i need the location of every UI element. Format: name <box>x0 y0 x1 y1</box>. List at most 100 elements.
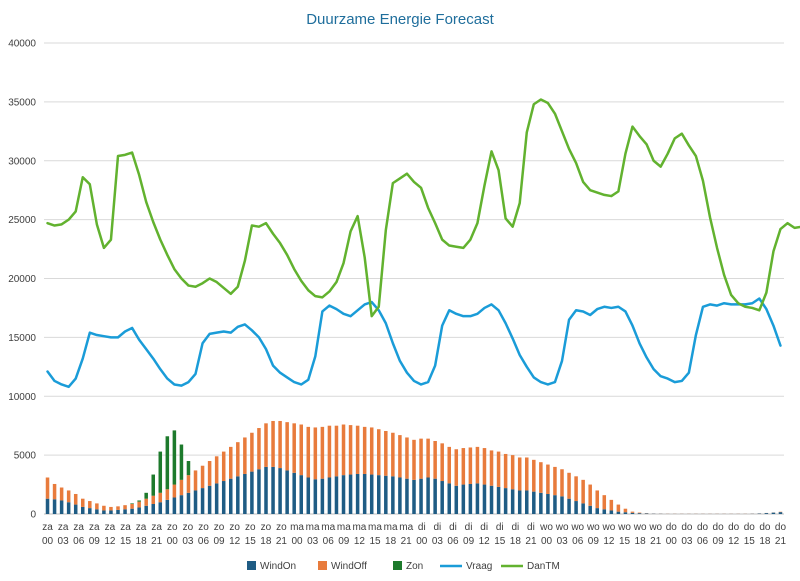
bar-windon-19 <box>179 495 184 514</box>
x-tick-hour-0: 00 <box>42 536 54 547</box>
x-tick-hour-29: 15 <box>494 536 506 547</box>
legend-label-zon: Zon <box>406 561 423 572</box>
bar-windoff-57 <box>447 446 451 484</box>
x-tick-hour-16: 00 <box>291 536 303 547</box>
bar-windoff-65 <box>503 453 508 489</box>
bar-windon-57 <box>447 483 451 514</box>
bar-windoff-3 <box>66 490 71 503</box>
bar-windon-18 <box>172 497 177 514</box>
y-axis: 0 5000 10000 15000 20000 25000 30000 35000 40000 <box>8 39 36 521</box>
bar-windoff-21 <box>193 470 198 491</box>
bar-windon-46 <box>369 474 374 514</box>
bar-windoff-10 <box>116 506 120 510</box>
bar-windoff-58 <box>454 449 459 486</box>
bar-windoff-8 <box>102 505 106 511</box>
bar-windon-71 <box>546 493 550 514</box>
bar-zon-19 <box>179 444 184 480</box>
x-tick-day-41: do <box>681 522 693 533</box>
bar-windoff-33 <box>278 420 282 469</box>
x-tick-hour-34: 06 <box>572 536 584 547</box>
bar-windoff-75 <box>574 476 578 502</box>
x-tick-hour-8: 00 <box>167 536 179 547</box>
bar-windon-78 <box>595 508 599 514</box>
y-tick-label-5: 25000 <box>8 215 36 226</box>
bar-windoff-25 <box>221 451 226 482</box>
x-tick-day-10: zo <box>198 522 209 533</box>
bar-windoff-4 <box>73 493 78 505</box>
bar-windoff-26 <box>229 446 233 479</box>
bar-windon-3 <box>66 502 71 514</box>
bar-windon-22 <box>200 488 205 514</box>
bar-windon-74 <box>567 498 571 514</box>
bar-windoff-29 <box>250 432 254 472</box>
bar-windon-11 <box>123 509 127 514</box>
bar-windon-67 <box>517 490 522 514</box>
bar-windoff-66 <box>510 455 515 490</box>
x-tick-day-9: zo <box>183 522 194 533</box>
bar-windoff-55 <box>433 441 437 479</box>
bar-windon-83 <box>630 512 635 514</box>
x-tick-day-8: zo <box>167 522 178 533</box>
y-tick-label-3: 15000 <box>8 333 36 344</box>
x-tick-hour-6: 18 <box>136 536 148 547</box>
x-tick-day-46: do <box>759 522 771 533</box>
bar-windon-31 <box>264 466 268 514</box>
bar-windon-30 <box>257 469 261 514</box>
x-tick-hour-27: 09 <box>463 536 475 547</box>
x-tick-day-17: ma <box>306 522 320 533</box>
bar-windoff-2 <box>59 487 64 501</box>
bar-windon-0 <box>45 498 50 514</box>
bar-windon-24 <box>214 483 219 514</box>
bar-windon-1 <box>52 499 57 514</box>
bar-windon-55 <box>433 478 437 514</box>
bar-windon-81 <box>616 511 621 514</box>
y-tick-label-6: 30000 <box>8 156 36 167</box>
legend-label-vraag: Vraag <box>466 561 492 572</box>
bar-windon-38 <box>313 479 318 514</box>
bar-windoff-81 <box>616 504 621 512</box>
x-tick-day-26: di <box>449 522 457 533</box>
bar-zon-16 <box>158 451 163 493</box>
bar-windon-35 <box>292 472 296 514</box>
bar-windon-20 <box>186 492 191 514</box>
x-tick-hour-7: 21 <box>151 536 163 547</box>
x-tick-hour-4: 12 <box>104 536 116 547</box>
bar-windoff-34 <box>285 422 289 471</box>
bar-windon-23 <box>207 485 212 514</box>
x-tick-day-20: ma <box>352 522 366 533</box>
bar-windoff-20 <box>186 475 191 493</box>
bar-windon-6 <box>88 508 92 514</box>
bar-windoff-68 <box>525 457 529 491</box>
chart-title: Duurzame Energie Forecast <box>306 11 494 28</box>
x-tick-day-36: wo <box>602 522 616 533</box>
bar-windon-28 <box>243 473 247 514</box>
bar-windon-54 <box>426 477 430 514</box>
bar-windoff-17 <box>165 489 170 500</box>
x-tick-hour-1: 03 <box>58 536 70 547</box>
bar-windon-40 <box>327 477 332 514</box>
bar-windon-48 <box>384 475 388 514</box>
legend-label-dantm: DanTM <box>527 561 560 572</box>
bar-windoff-15 <box>151 495 155 504</box>
bar-windon-72 <box>553 495 557 514</box>
bar-windon-70 <box>539 492 543 514</box>
bar-windoff-82 <box>623 508 628 513</box>
x-tick-day-7: za <box>151 522 162 533</box>
bar-windoff-64 <box>496 451 501 487</box>
bar-windoff-49 <box>391 432 395 477</box>
bar-windoff-24 <box>214 456 219 484</box>
bar-zon-14 <box>144 492 148 499</box>
bar-windoff-52 <box>412 439 416 480</box>
bar-windon-10 <box>116 509 120 514</box>
bar-windoff-69 <box>532 459 536 492</box>
bar-windon-15 <box>151 503 155 514</box>
bar-windon-34 <box>285 470 289 514</box>
x-tick-hour-18: 06 <box>323 536 335 547</box>
bar-windon-80 <box>609 510 614 514</box>
bar-windoff-23 <box>207 461 212 486</box>
bar-windon-64 <box>496 486 501 514</box>
bar-windoff-12 <box>130 503 134 509</box>
x-tick-hour-11: 09 <box>214 536 226 547</box>
x-tick-day-28: di <box>480 522 488 533</box>
